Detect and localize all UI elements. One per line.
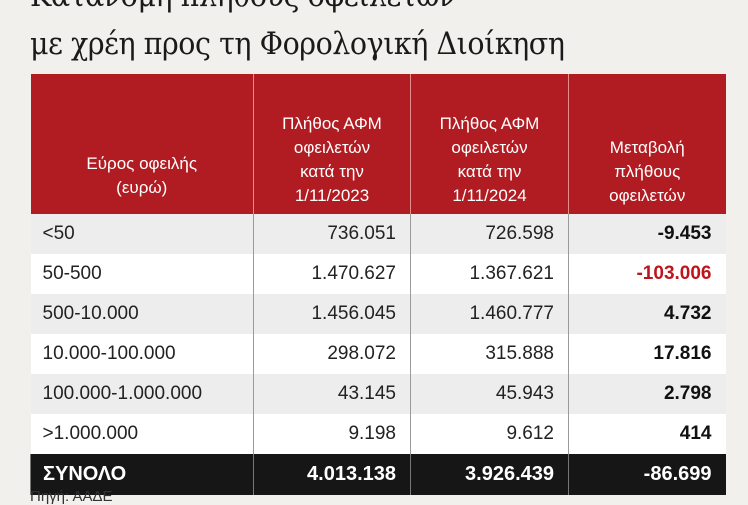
count-2023-cell: 43.145 <box>253 374 411 414</box>
column-header: Πλήθος ΑΦΜ οφειλετών κατά την 1/11/2023 <box>253 74 411 214</box>
header-row: Εύρος οφειλής (ευρώ) Πλήθος ΑΦΜ οφειλετών κα… <box>30 74 726 214</box>
column-header-line: (ευρώ) <box>116 178 168 197</box>
column-header: Εύρος οφειλής (ευρώ) <box>30 74 254 214</box>
column-header-line: Πλήθος ΑΦΜ <box>439 114 540 133</box>
column-header-line: οφειλετών <box>293 138 371 157</box>
column-header-line: 1/11/2024 <box>452 186 527 205</box>
range-cell: 10.000-100.000 <box>30 334 254 374</box>
table-row: 500-10.000 1.456.045 1.460.777 4.732 <box>30 294 726 334</box>
total-2024-cell: 3.926.439 <box>410 454 569 495</box>
total-row: ΣΥΝΟΛΟ 4.013.138 3.926.439 -86.699 <box>30 454 726 495</box>
count-2024-cell: 9.612 <box>410 414 569 454</box>
column-header-line: Εύρος οφειλής <box>86 154 198 173</box>
count-2024-cell: 1.460.777 <box>410 294 569 334</box>
column-header-line: οφειλετών <box>451 138 528 157</box>
change-cell: 17.816 <box>568 334 726 374</box>
count-2023-cell: 1.456.045 <box>253 294 411 334</box>
range-cell: 100.000-1.000.000 <box>30 374 254 414</box>
table-row: 100.000-1.000.000 43.145 45.943 2.798 <box>30 374 726 414</box>
total-label: ΣΥΝΟΛΟ <box>30 454 254 495</box>
column-header-line: Πλήθος ΑΦΜ <box>282 114 382 133</box>
range-cell: 50-500 <box>30 254 254 294</box>
total-change-cell: -86.699 <box>568 454 726 495</box>
count-2024-cell: 45.943 <box>410 374 569 414</box>
count-2023-cell: 9.198 <box>253 414 411 454</box>
column-header-line: κατά την <box>457 162 522 181</box>
table-row: 10.000-100.000 298.072 315.888 17.816 <box>30 334 726 374</box>
debtors-table: Εύρος οφειλής (ευρώ) Πλήθος ΑΦΜ οφειλετών κα… <box>30 74 726 495</box>
column-header-line: οφειλετών <box>609 186 686 205</box>
change-cell: 414 <box>568 414 726 454</box>
count-2023-cell: 1.470.627 <box>253 254 411 294</box>
title-line-1: Κατανομή πλήθους οφειλετών <box>30 0 456 14</box>
change-cell: 4.732 <box>568 294 726 334</box>
title-line-2: με χρέη προς τη Φορολογική Διοίκηση <box>30 26 565 62</box>
change-cell: -103.006 <box>568 254 726 294</box>
range-cell: 500-10.000 <box>30 294 254 334</box>
total-2023-cell: 4.013.138 <box>253 454 411 495</box>
column-header-line: Μεταβολή <box>609 138 685 157</box>
column-header-line: 1/11/2023 <box>294 186 370 205</box>
range-cell: >1.000.000 <box>30 414 254 454</box>
source-note: Πηγή: ΑΑΔΕ <box>30 488 113 505</box>
column-header: Πλήθος ΑΦΜ οφειλετών κατά την 1/11/2024 <box>410 74 569 214</box>
column-header-line: πλήθους <box>614 162 681 181</box>
column-header-line: κατά την <box>300 162 364 181</box>
change-cell: 2.798 <box>568 374 726 414</box>
table-row: 50-500 1.470.627 1.367.621 -103.006 <box>30 254 726 294</box>
count-2024-cell: 315.888 <box>410 334 569 374</box>
count-2023-cell: 736.051 <box>253 214 411 254</box>
range-cell: <50 <box>30 214 254 254</box>
table-row: <50 736.051 726.598 -9.453 <box>30 214 726 254</box>
column-header: Μεταβολή πλήθους οφειλετών <box>568 74 726 214</box>
count-2024-cell: 1.367.621 <box>410 254 569 294</box>
count-2023-cell: 298.072 <box>253 334 411 374</box>
count-2024-cell: 726.598 <box>410 214 569 254</box>
table-row: >1.000.000 9.198 9.612 414 <box>30 414 726 454</box>
change-cell: -9.453 <box>568 214 726 254</box>
